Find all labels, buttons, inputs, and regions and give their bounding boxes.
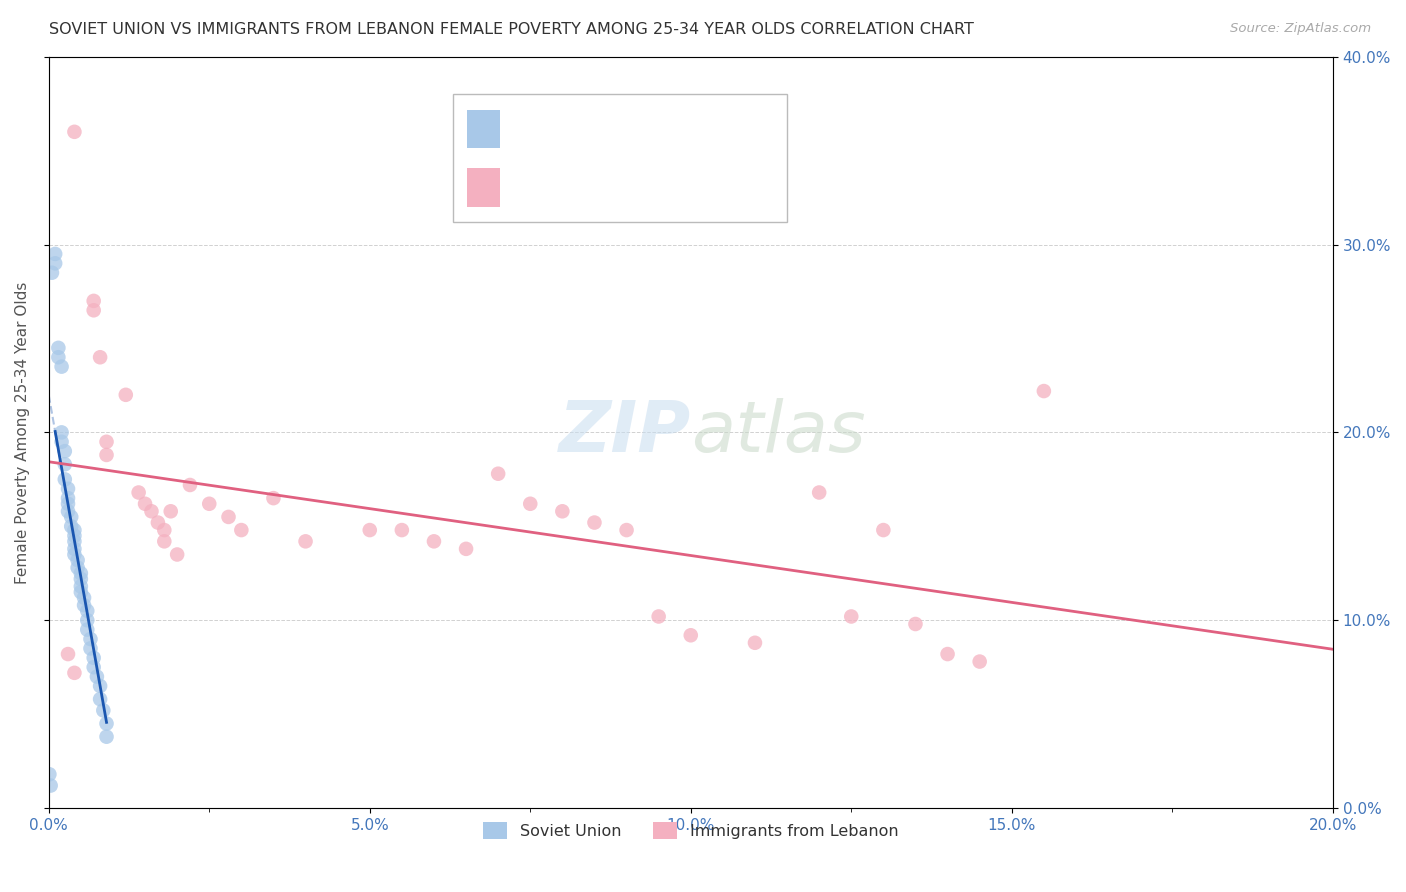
Point	[56, 504, 79, 518]
Point	[53, 472, 76, 486]
Point	[486, 467, 509, 481]
Point	[60, 510, 83, 524]
Point	[114, 388, 136, 402]
Point	[76, 613, 98, 627]
Point	[56, 497, 79, 511]
Point	[56, 647, 79, 661]
Point	[44, 256, 66, 270]
Point	[41, 266, 63, 280]
Point	[86, 670, 108, 684]
Point	[63, 534, 86, 549]
Point	[76, 623, 98, 637]
Point	[1032, 384, 1054, 398]
Point	[96, 716, 118, 731]
Point	[51, 425, 73, 440]
Text: atlas: atlas	[690, 398, 865, 467]
Point	[96, 730, 118, 744]
Point	[89, 692, 111, 706]
Point	[294, 534, 316, 549]
Point	[647, 609, 669, 624]
Point	[583, 516, 606, 530]
Point	[159, 504, 181, 518]
Point	[359, 523, 381, 537]
Point	[89, 679, 111, 693]
Point	[70, 566, 93, 581]
Y-axis label: Female Poverty Among 25-34 Year Olds: Female Poverty Among 25-34 Year Olds	[15, 281, 30, 583]
Point	[44, 247, 66, 261]
Point	[63, 665, 86, 680]
Point	[39, 779, 62, 793]
Point	[70, 585, 93, 599]
Point	[79, 632, 101, 646]
Point	[454, 541, 477, 556]
Point	[66, 560, 89, 574]
Point	[551, 504, 574, 518]
Point	[198, 497, 221, 511]
Point	[936, 647, 959, 661]
Point	[56, 482, 79, 496]
Point	[83, 650, 105, 665]
Point	[51, 434, 73, 449]
Point	[153, 534, 176, 549]
Point	[872, 523, 894, 537]
Point	[231, 523, 253, 537]
Point	[616, 523, 638, 537]
Text: ZIP: ZIP	[558, 398, 690, 467]
Point	[70, 579, 93, 593]
Point	[96, 434, 118, 449]
Point	[63, 523, 86, 537]
Point	[146, 516, 169, 530]
Point	[83, 293, 105, 308]
Point	[63, 541, 86, 556]
Point	[63, 125, 86, 139]
Point	[79, 641, 101, 656]
Point	[679, 628, 702, 642]
Point	[128, 485, 150, 500]
Point	[56, 491, 79, 505]
Point	[96, 448, 118, 462]
Point	[63, 529, 86, 543]
Point	[423, 534, 446, 549]
Point	[218, 510, 240, 524]
Point	[89, 351, 111, 365]
Point	[91, 703, 114, 717]
Point	[48, 341, 70, 355]
Point	[48, 351, 70, 365]
Point	[969, 655, 991, 669]
Point	[166, 548, 188, 562]
Point	[904, 617, 927, 632]
Point	[808, 485, 831, 500]
Point	[83, 660, 105, 674]
Point	[73, 598, 96, 612]
Point	[76, 604, 98, 618]
Point	[153, 523, 176, 537]
Legend: Soviet Union, Immigrants from Lebanon: Soviet Union, Immigrants from Lebanon	[477, 816, 905, 846]
Point	[262, 491, 284, 505]
Point	[66, 553, 89, 567]
Point	[839, 609, 862, 624]
Point	[53, 458, 76, 472]
Point	[63, 548, 86, 562]
Point	[51, 359, 73, 374]
Text: Source: ZipAtlas.com: Source: ZipAtlas.com	[1230, 22, 1371, 36]
Point	[179, 478, 201, 492]
Point	[391, 523, 413, 537]
Text: SOVIET UNION VS IMMIGRANTS FROM LEBANON FEMALE POVERTY AMONG 25-34 YEAR OLDS COR: SOVIET UNION VS IMMIGRANTS FROM LEBANON …	[49, 22, 974, 37]
Point	[70, 572, 93, 586]
Point	[60, 519, 83, 533]
Point	[134, 497, 156, 511]
Point	[73, 591, 96, 605]
Point	[744, 636, 766, 650]
Point	[53, 444, 76, 458]
Point	[141, 504, 163, 518]
Point	[83, 303, 105, 318]
Point	[38, 767, 60, 781]
Point	[519, 497, 541, 511]
